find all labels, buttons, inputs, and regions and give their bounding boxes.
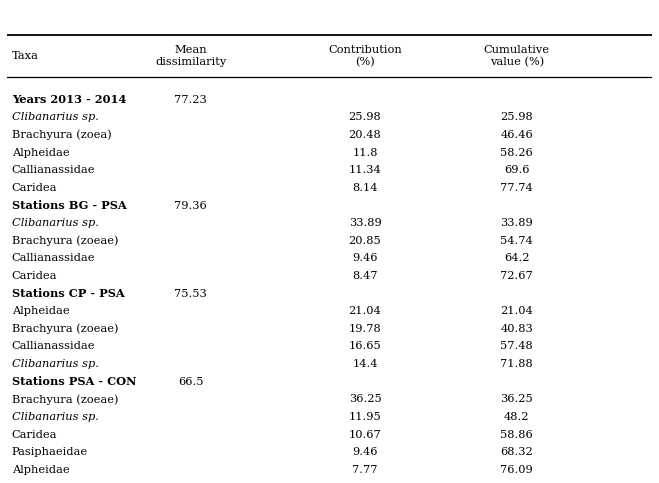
Text: Clibanarius sp.: Clibanarius sp. — [12, 218, 99, 228]
Text: Mean
dissimilarity: Mean dissimilarity — [155, 45, 226, 67]
Text: 11.34: 11.34 — [349, 165, 382, 175]
Text: 69.6: 69.6 — [504, 165, 530, 175]
Text: Caridea: Caridea — [12, 183, 57, 193]
Text: 71.88: 71.88 — [500, 359, 533, 369]
Text: 36.25: 36.25 — [500, 394, 533, 404]
Text: 77.23: 77.23 — [174, 95, 207, 105]
Text: Pasiphaeidae: Pasiphaeidae — [12, 447, 88, 457]
Text: 36.25: 36.25 — [349, 394, 382, 404]
Text: 20.48: 20.48 — [349, 130, 382, 140]
Text: 21.04: 21.04 — [349, 306, 382, 316]
Text: 33.89: 33.89 — [349, 218, 382, 228]
Text: 25.98: 25.98 — [500, 113, 533, 122]
Text: Stations CP - PSA: Stations CP - PSA — [12, 288, 125, 299]
Text: Clibanarius sp.: Clibanarius sp. — [12, 359, 99, 369]
Text: 25.98: 25.98 — [349, 113, 382, 122]
Text: 19.78: 19.78 — [349, 324, 382, 334]
Text: 57.48: 57.48 — [500, 341, 533, 352]
Text: Caridea: Caridea — [12, 271, 57, 281]
Text: Taxa: Taxa — [12, 51, 39, 61]
Text: Cumulative
value (%): Cumulative value (%) — [484, 45, 550, 67]
Text: 54.74: 54.74 — [500, 236, 533, 246]
Text: Callianassidae: Callianassidae — [12, 254, 96, 263]
Text: Brachyura (zoea): Brachyura (zoea) — [12, 130, 111, 141]
Text: Brachyura (zoeae): Brachyura (zoeae) — [12, 236, 118, 246]
Text: 75.53: 75.53 — [174, 289, 207, 298]
Text: Caridea: Caridea — [12, 429, 57, 440]
Text: 40.83: 40.83 — [500, 324, 533, 334]
Text: 7.77: 7.77 — [353, 465, 378, 475]
Text: 8.14: 8.14 — [353, 183, 378, 193]
Text: 16.65: 16.65 — [349, 341, 382, 352]
Text: 64.2: 64.2 — [504, 254, 530, 263]
Text: Alpheidae: Alpheidae — [12, 148, 69, 157]
Text: 68.32: 68.32 — [500, 447, 533, 457]
Text: Stations PSA - CON: Stations PSA - CON — [12, 376, 136, 387]
Text: Callianassidae: Callianassidae — [12, 341, 96, 352]
Text: 21.04: 21.04 — [500, 306, 533, 316]
Text: Brachyura (zoeae): Brachyura (zoeae) — [12, 394, 118, 405]
Text: 33.89: 33.89 — [500, 218, 533, 228]
Text: 58.26: 58.26 — [500, 148, 533, 157]
Text: Alpheidae: Alpheidae — [12, 465, 69, 475]
Text: 8.47: 8.47 — [353, 271, 378, 281]
Text: 66.5: 66.5 — [178, 377, 204, 387]
Text: Clibanarius sp.: Clibanarius sp. — [12, 412, 99, 422]
Text: Callianassidae: Callianassidae — [12, 165, 96, 175]
Text: 14.4: 14.4 — [353, 359, 378, 369]
Text: Alpheidae: Alpheidae — [12, 306, 69, 316]
Text: 48.2: 48.2 — [504, 412, 530, 422]
Text: 77.74: 77.74 — [500, 183, 533, 193]
Text: 72.67: 72.67 — [500, 271, 533, 281]
Text: Brachyura (zoeae): Brachyura (zoeae) — [12, 324, 118, 334]
Text: 9.46: 9.46 — [353, 447, 378, 457]
Text: 11.8: 11.8 — [353, 148, 378, 157]
Text: 79.36: 79.36 — [174, 200, 207, 211]
Text: Contribution
(%): Contribution (%) — [328, 45, 402, 67]
Text: 9.46: 9.46 — [353, 254, 378, 263]
Text: Stations BG - PSA: Stations BG - PSA — [12, 200, 127, 211]
Text: Clibanarius sp.: Clibanarius sp. — [12, 113, 99, 122]
Text: Years 2013 - 2014: Years 2013 - 2014 — [12, 94, 126, 105]
Text: 10.67: 10.67 — [349, 429, 382, 440]
Text: 76.09: 76.09 — [500, 465, 533, 475]
Text: 46.46: 46.46 — [500, 130, 533, 140]
Text: 58.86: 58.86 — [500, 429, 533, 440]
Text: 11.95: 11.95 — [349, 412, 382, 422]
Text: 20.85: 20.85 — [349, 236, 382, 246]
